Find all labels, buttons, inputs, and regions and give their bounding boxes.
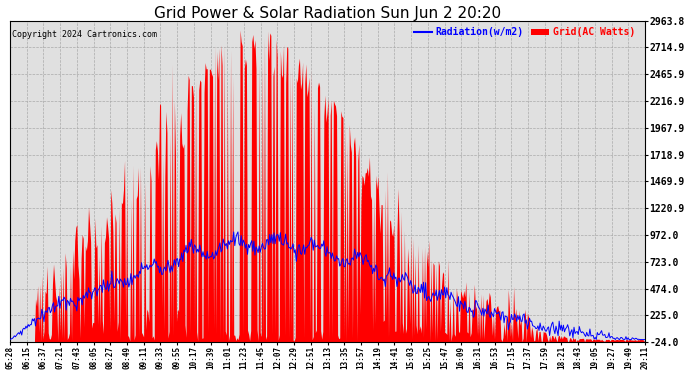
Text: Copyright 2024 Cartronics.com: Copyright 2024 Cartronics.com	[12, 30, 157, 39]
Title: Grid Power & Solar Radiation Sun Jun 2 20:20: Grid Power & Solar Radiation Sun Jun 2 2…	[154, 6, 501, 21]
Legend: Radiation(w/m2), Grid(AC Watts): Radiation(w/m2), Grid(AC Watts)	[412, 26, 637, 39]
